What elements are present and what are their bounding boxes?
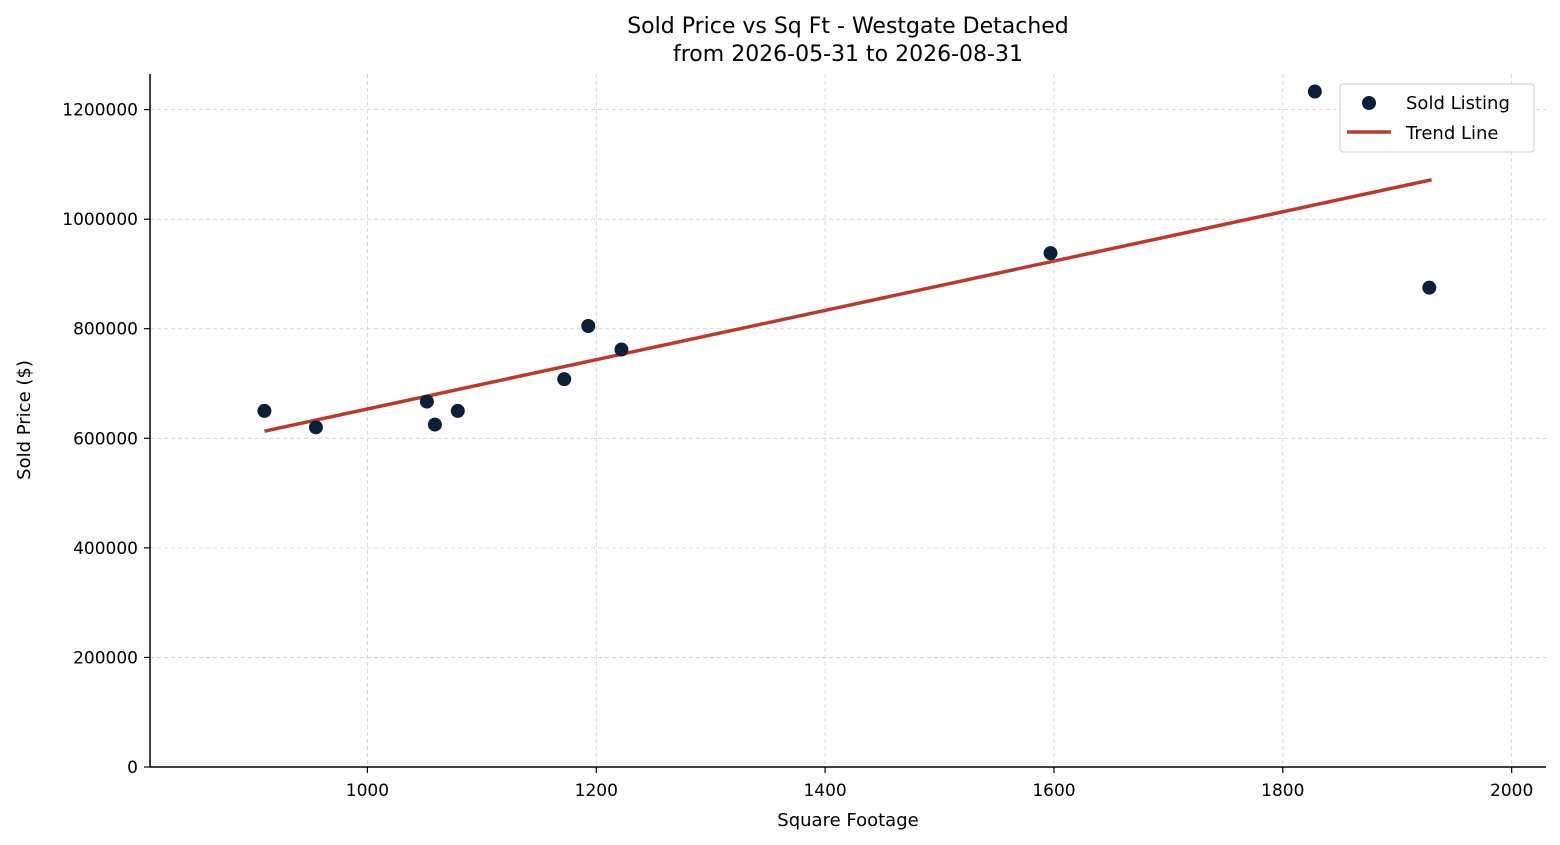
data-point-8 bbox=[1043, 246, 1058, 261]
legend-marker-sold-listing bbox=[1362, 96, 1376, 110]
data-point-4 bbox=[450, 403, 465, 418]
axes bbox=[149, 74, 1546, 768]
data-point-2 bbox=[419, 394, 434, 409]
data-point-6 bbox=[581, 319, 596, 333]
y-tick-label-4: 800000 bbox=[73, 320, 138, 340]
data-point-10 bbox=[1422, 280, 1437, 295]
x-tick-label-5: 2000 bbox=[1490, 781, 1533, 801]
y-tick-label-1: 200000 bbox=[73, 648, 138, 668]
x-tick-label-1: 1200 bbox=[575, 781, 618, 801]
series bbox=[257, 84, 1437, 435]
ticks: 1000 1200 1400 1600 1800 2000 0 200000 400000 600… bbox=[62, 101, 1533, 801]
data-point-5 bbox=[557, 372, 572, 387]
data-point-3 bbox=[427, 417, 442, 432]
data-point-9 bbox=[1307, 84, 1322, 99]
legend: Sold Listing Trend Line bbox=[1339, 83, 1535, 153]
x-tick-label-3: 1600 bbox=[1032, 781, 1075, 801]
x-axis-label: Square Footage bbox=[777, 810, 918, 831]
x-tick-label-2: 1400 bbox=[803, 781, 846, 801]
y-tick-label-5: 1000000 bbox=[62, 210, 138, 230]
trend-line bbox=[264, 178, 1432, 433]
y-tick-label-3: 600000 bbox=[73, 429, 138, 449]
x-tick-label-0: 1000 bbox=[346, 781, 389, 801]
data-point-0 bbox=[257, 403, 272, 418]
chart-subtitle: from 2026-05-31 to 2026-08-31 bbox=[673, 42, 1023, 67]
y-axis-label: Sold Price ($) bbox=[14, 360, 35, 480]
x-tick-label-4: 1800 bbox=[1261, 781, 1304, 801]
y-tick-label-2: 400000 bbox=[73, 539, 138, 559]
y-tick-label-0: 0 bbox=[127, 758, 138, 778]
data-point-7 bbox=[614, 342, 629, 357]
y-tick-label-6: 1200000 bbox=[62, 101, 138, 121]
legend-label-trend-line: Trend Line bbox=[1405, 123, 1499, 144]
data-point-1 bbox=[308, 420, 323, 435]
legend-label-sold-listing: Sold Listing bbox=[1406, 93, 1510, 114]
chart-title: Sold Price vs Sq Ft - Westgate Detached bbox=[627, 14, 1069, 39]
grid bbox=[150, 74, 1546, 768]
legend-box bbox=[1339, 83, 1535, 153]
